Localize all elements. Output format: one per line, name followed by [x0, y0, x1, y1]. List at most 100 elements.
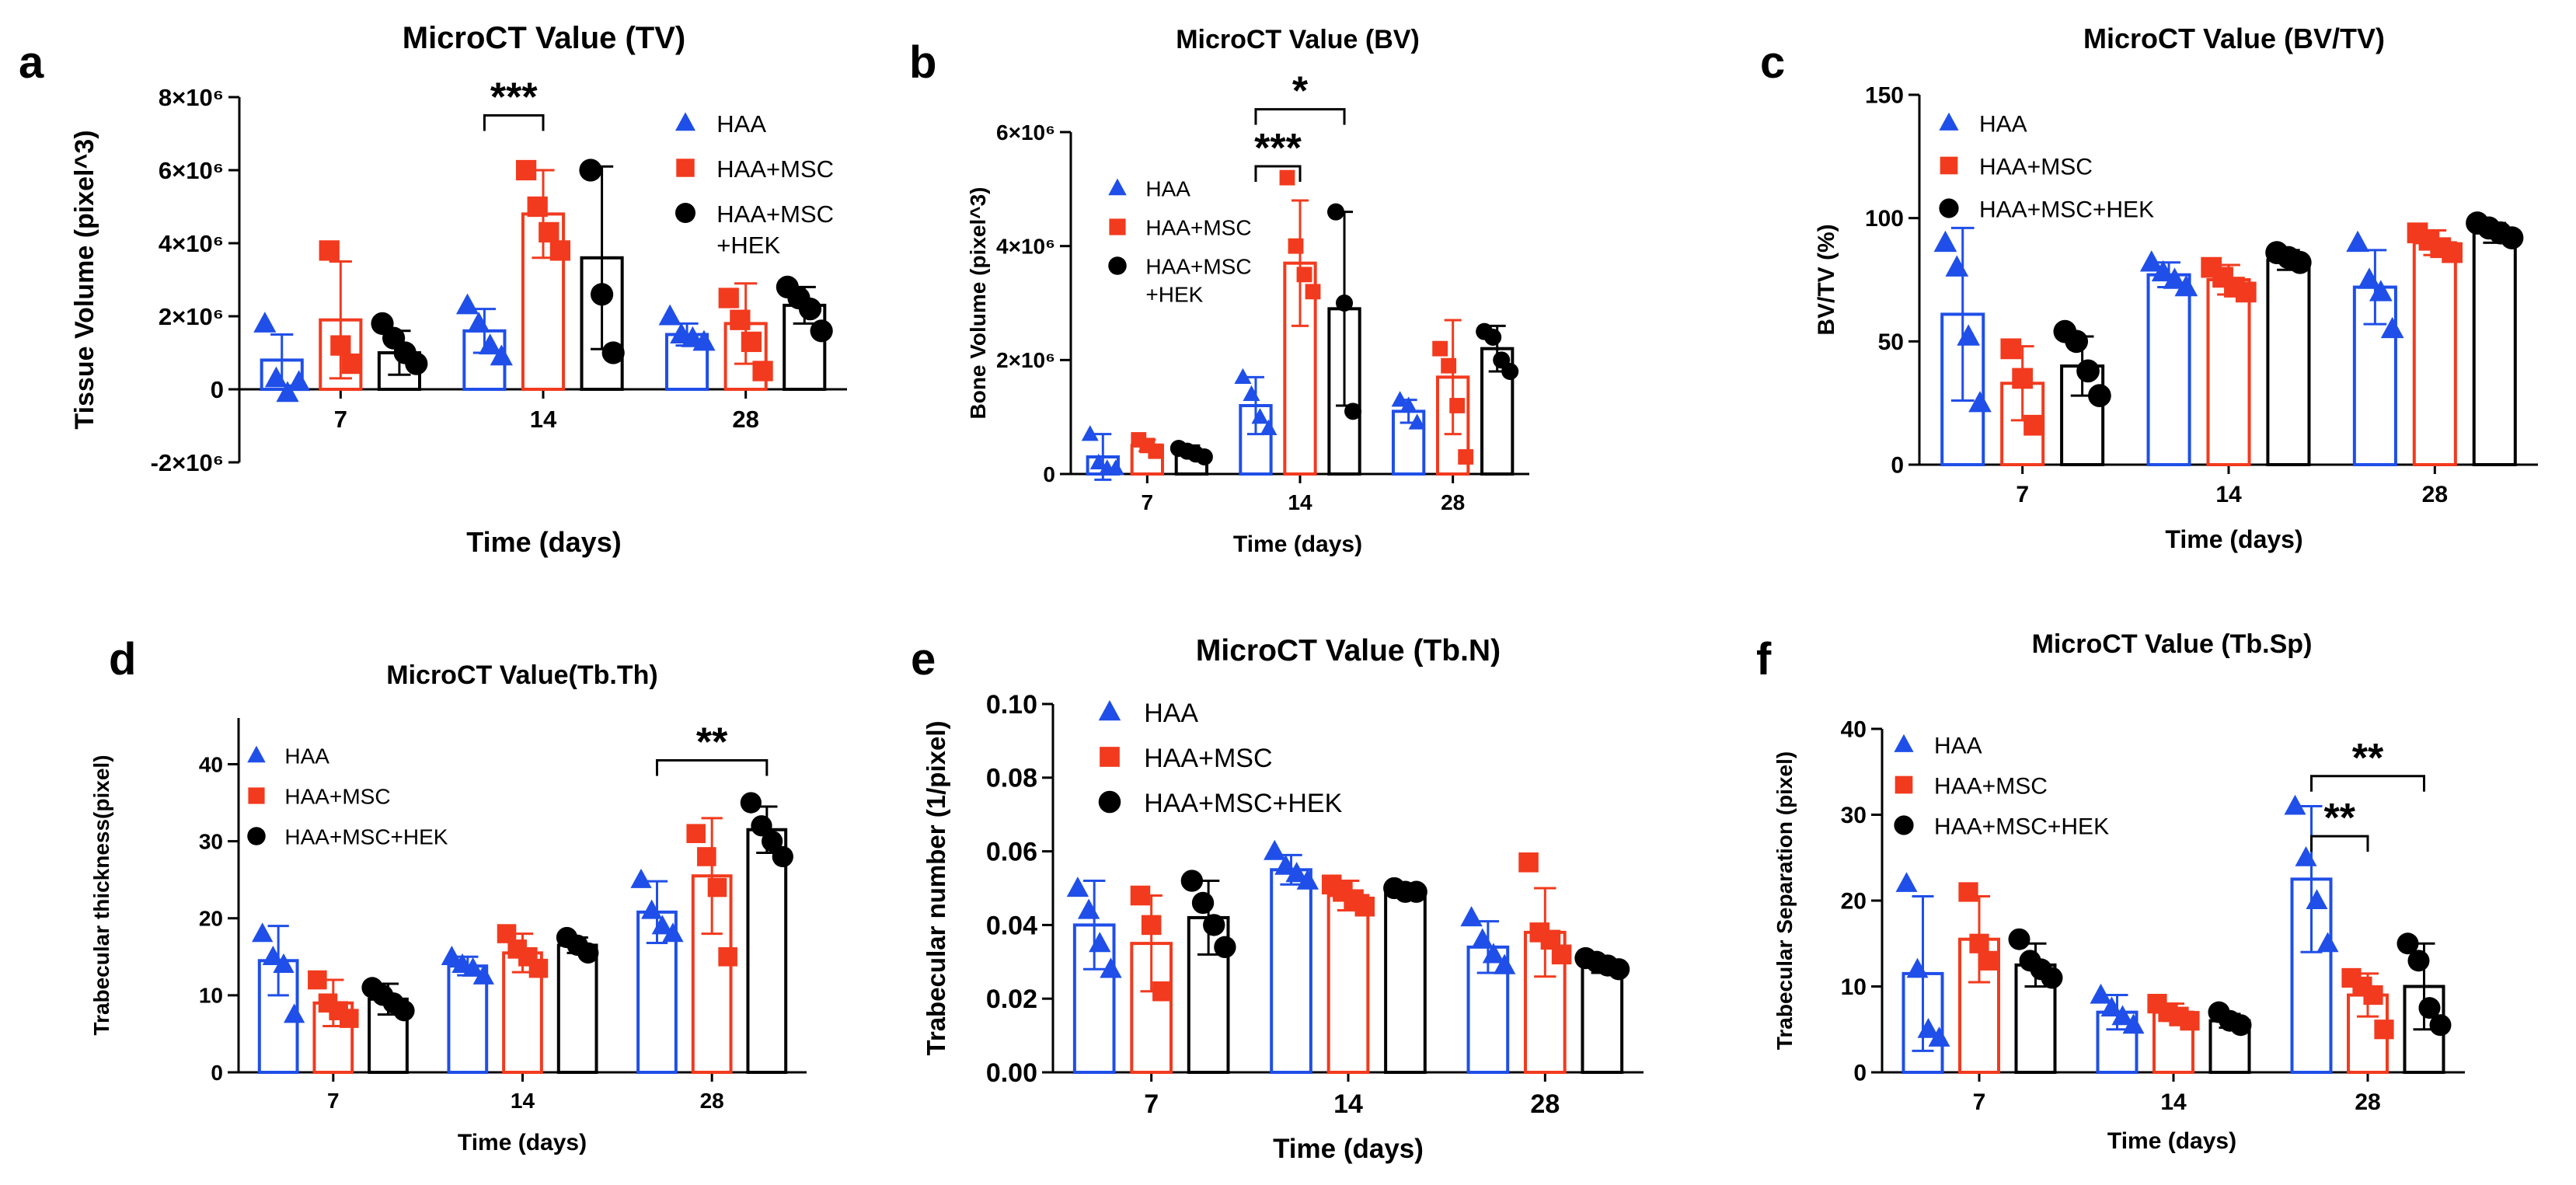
chart-title: MicroCT Value (BV) — [1176, 25, 1420, 54]
legend-marker — [1108, 178, 1127, 196]
y-tick-label: 8×10⁶ — [159, 84, 224, 111]
data-point — [1279, 169, 1295, 186]
legend-marker — [1108, 256, 1127, 275]
legend-marker — [247, 745, 266, 763]
data-point — [1441, 357, 1457, 374]
data-point — [2041, 967, 2063, 989]
data-point — [1980, 950, 2000, 971]
legend-marker — [1894, 815, 1914, 835]
data-point — [288, 370, 311, 392]
legend-label: HAA — [716, 110, 766, 138]
data-point — [741, 331, 762, 353]
legend-label: HAA+MSC+HEK — [716, 200, 834, 259]
data-point — [2235, 281, 2257, 303]
legend-label: HAA+MSC+HEK — [1145, 255, 1251, 307]
x-axis-label: Time (days) — [466, 526, 621, 558]
data-point — [651, 915, 673, 935]
legend-label-line: HAA+MSC+HEK — [1934, 814, 2109, 839]
x-tick-label: 28 — [2422, 482, 2448, 507]
data-point — [751, 815, 772, 837]
data-point — [1484, 328, 1502, 347]
significance-bracket — [656, 759, 769, 776]
significance-label: ** — [696, 720, 728, 765]
x-tick-label: 7 — [334, 406, 347, 433]
data-point — [1906, 957, 1929, 978]
legend-marker — [1109, 218, 1126, 235]
data-point — [798, 298, 822, 321]
panel-label: c — [1760, 37, 1785, 88]
y-tick-label: 2×10⁶ — [996, 348, 1055, 372]
data-point — [2163, 267, 2187, 289]
data-point — [2090, 983, 2112, 1004]
data-point — [1405, 880, 1427, 903]
data-point — [1344, 403, 1362, 420]
data-point — [1195, 448, 1213, 466]
significance-bracket — [1254, 165, 1302, 182]
bar — [2206, 278, 2251, 466]
chart-panel-f: f MicroCT Value (Tb.Sp) 0 10 20 30 40 Trabecula… — [1756, 629, 2465, 1154]
x-tick-label: 14 — [2215, 482, 2242, 507]
significance-label: ** — [2324, 796, 2356, 841]
data-point — [2088, 384, 2111, 408]
data-point — [579, 159, 602, 182]
y-tick-label: -2×10⁶ — [151, 449, 224, 476]
data-point — [1081, 425, 1099, 441]
data-point — [697, 847, 716, 866]
y-tick-label: 10 — [199, 984, 223, 1008]
data-point — [1460, 906, 1483, 927]
x-tick-label: 14 — [1288, 490, 1312, 514]
data-point — [330, 335, 351, 356]
legend-label-line: HAA — [1979, 111, 2027, 137]
data-point — [455, 293, 479, 315]
x-tick-label: 28 — [700, 1089, 724, 1113]
data-point — [1130, 885, 1151, 906]
data-point — [718, 288, 739, 308]
x-tick-label: 7 — [327, 1089, 340, 1113]
data-point — [2295, 846, 2317, 866]
legend-label: HAA — [1145, 177, 1190, 201]
legend-label: HAA+MSC — [1979, 154, 2093, 179]
data-point — [2000, 338, 2022, 360]
data-point — [1089, 453, 1107, 470]
x-axis-label: Time (days) — [458, 1130, 587, 1155]
legend-marker — [247, 827, 266, 845]
data-point — [341, 353, 363, 375]
data-point — [577, 942, 599, 964]
data-point — [1141, 915, 1162, 936]
data-point — [1458, 449, 1474, 465]
legend-label: HAA — [1144, 699, 1198, 728]
data-point — [472, 964, 494, 985]
data-point — [1400, 396, 1417, 413]
data-point — [2024, 414, 2044, 436]
data-point — [1933, 230, 1957, 253]
chart-panel-a: a MicroCT Value (TV) -2×10⁶ 0 2×10⁶ 4×10⁶ 6×10… — [19, 21, 847, 558]
data-point — [2284, 794, 2306, 815]
y-axis-label: Bone Volume (pixel^3) — [966, 187, 990, 420]
data-point — [549, 240, 571, 261]
data-point — [1354, 896, 1375, 917]
data-point — [1957, 324, 1981, 346]
y-tick-label: 2×10⁶ — [159, 303, 224, 330]
chart-title: MicroCT Value(Tb.Th) — [386, 660, 657, 690]
data-point — [1260, 419, 1278, 436]
legend-label-line: HAA+MSC — [284, 785, 390, 809]
data-point — [2008, 928, 2030, 950]
x-axis-label: Time (days) — [2165, 525, 2302, 553]
x-tick-label: 7 — [2016, 482, 2029, 507]
data-point — [1391, 391, 1409, 407]
y-tick-label: 0 — [1043, 462, 1055, 486]
data-point — [1305, 284, 1321, 300]
legend-label: HAA+MSC+HEK — [1979, 197, 2154, 222]
x-tick-label: 28 — [1441, 490, 1465, 514]
data-point — [2151, 260, 2175, 282]
legend-label: HAA+MSC — [1934, 773, 2048, 799]
data-point — [264, 366, 288, 388]
significance-bracket — [2310, 835, 2369, 852]
legend-label-line: HAA+MSC — [1145, 216, 1251, 240]
data-point — [1152, 981, 1173, 1002]
data-point — [752, 361, 773, 382]
data-point — [2363, 985, 2383, 1006]
y-tick-label: 0 — [211, 376, 224, 403]
bar — [2472, 231, 2517, 466]
data-point — [1958, 882, 1978, 902]
